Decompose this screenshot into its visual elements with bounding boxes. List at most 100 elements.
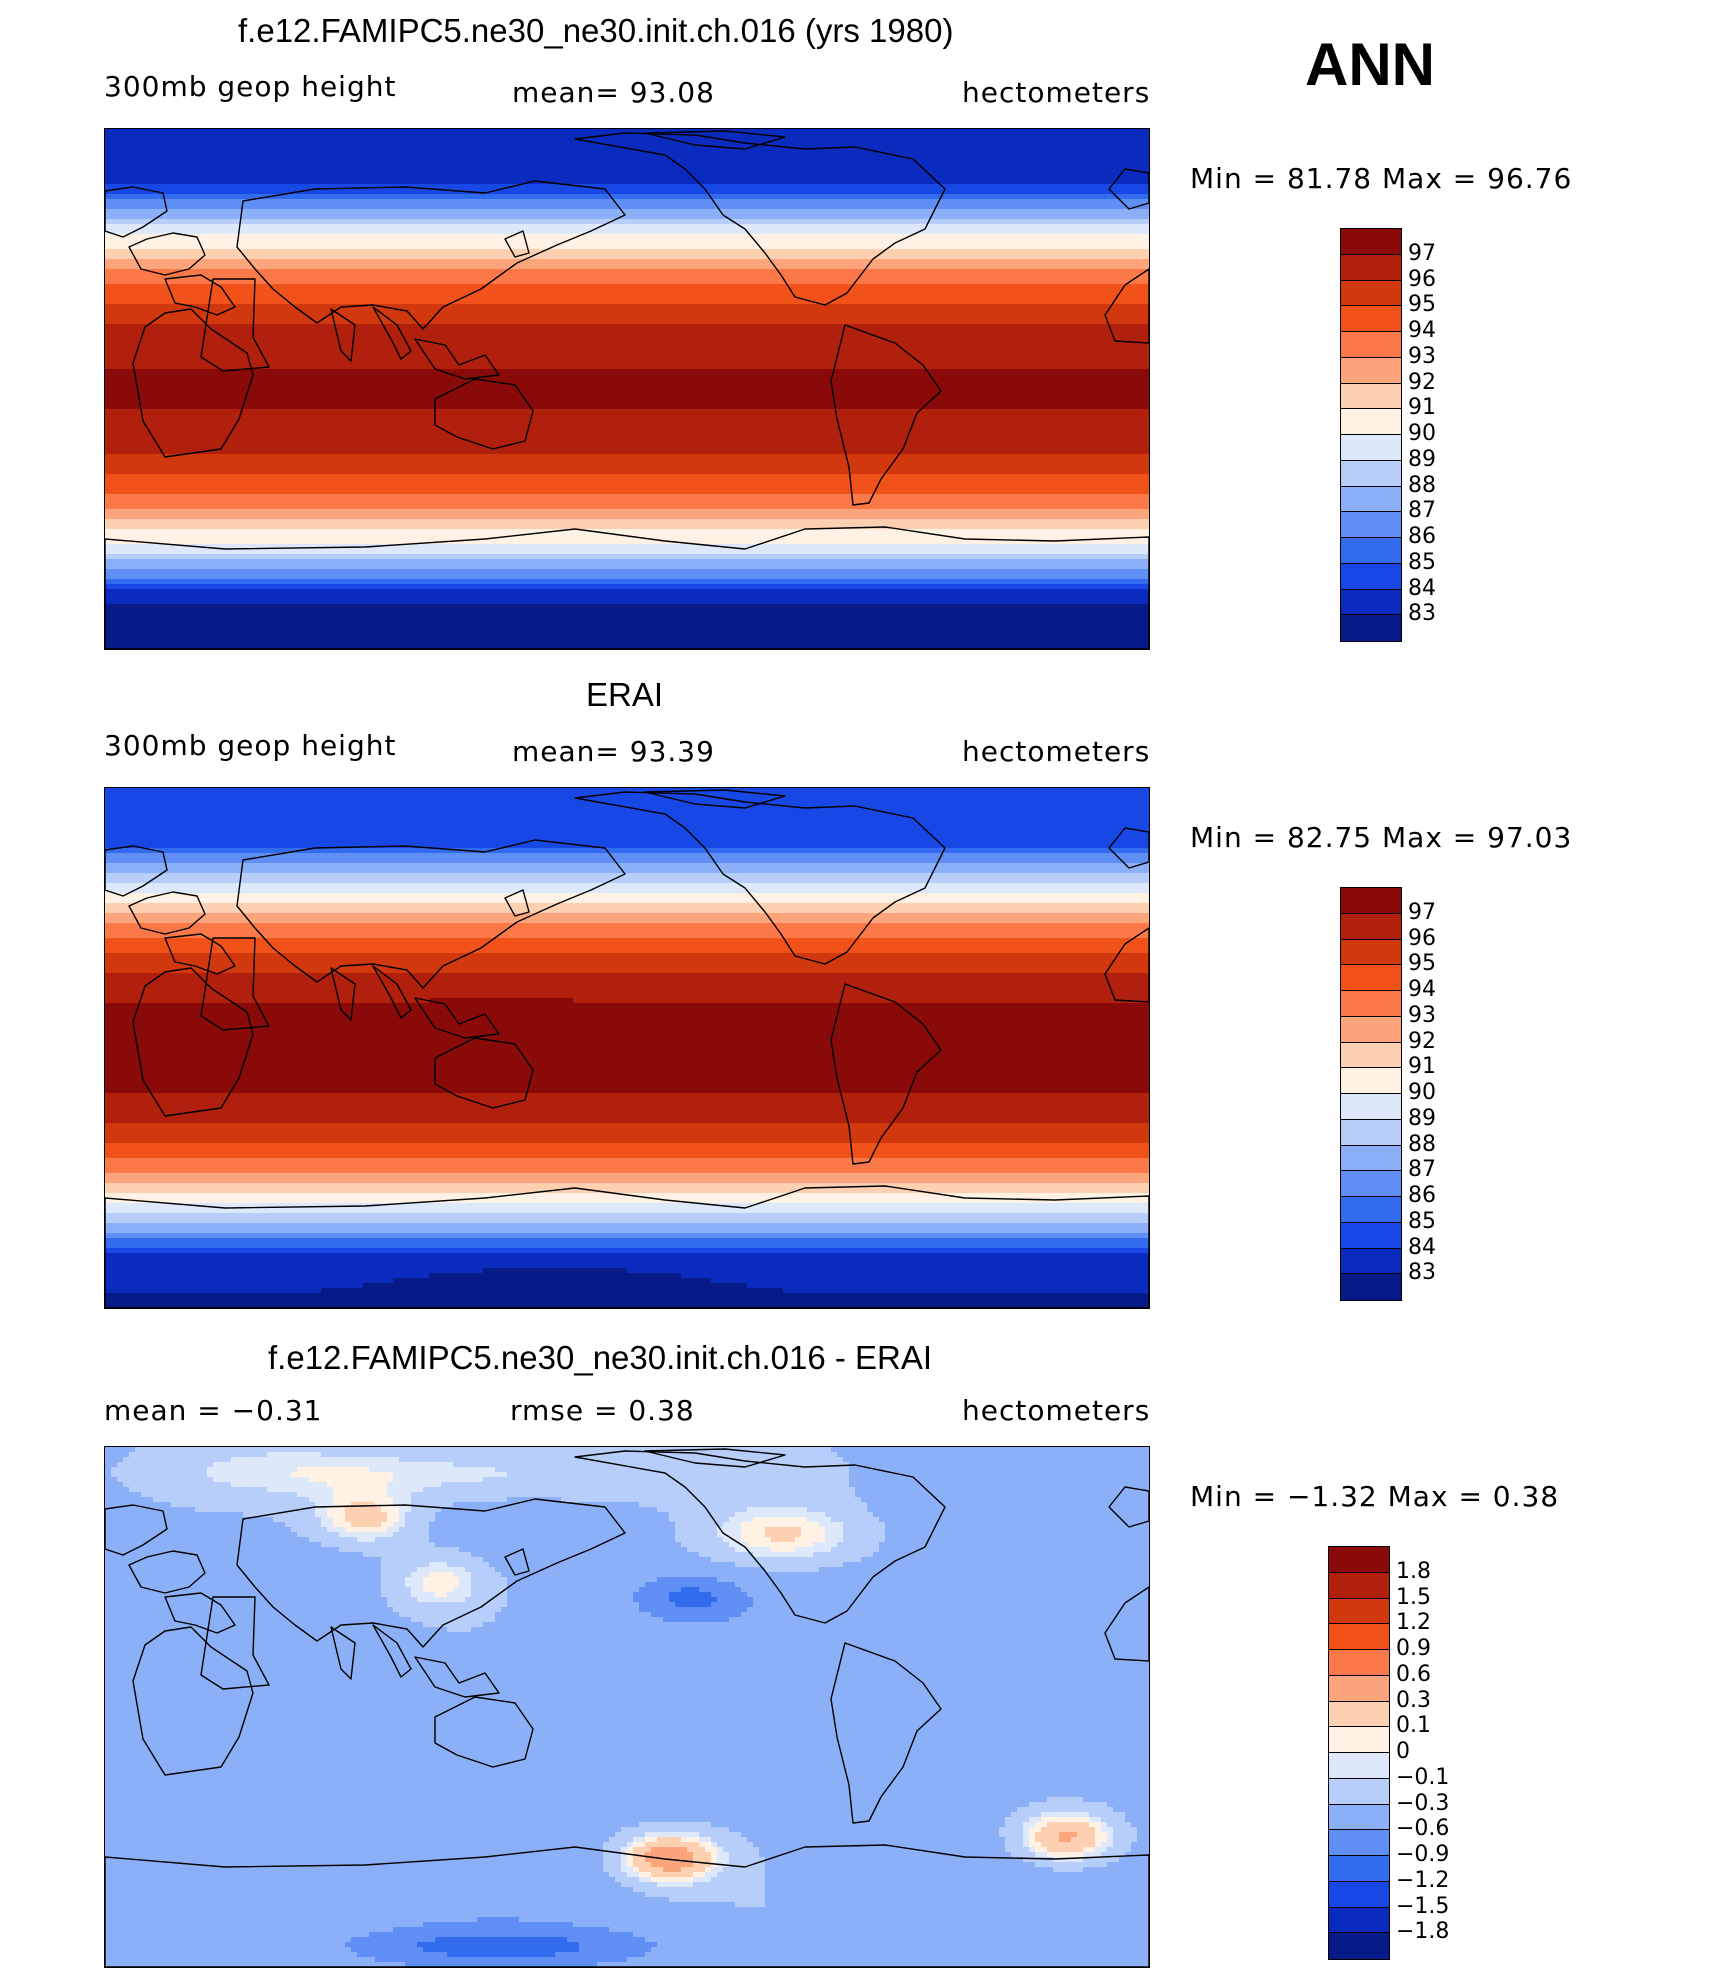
- contour-fill: [105, 209, 1149, 215]
- colorbar-tick-label: 0.9: [1396, 1636, 1431, 1661]
- contour-fill: [459, 1547, 688, 1553]
- contour-fill: [105, 484, 1149, 490]
- contour-fill: [105, 1273, 430, 1279]
- contour-fill: [105, 1258, 1149, 1264]
- contour-fill: [633, 1842, 646, 1848]
- contour-fill: [1035, 1862, 1108, 1868]
- colorbar-tick-label: 94: [1408, 318, 1436, 343]
- contour-fill: [675, 1537, 724, 1543]
- contour-fill: [1011, 1852, 1036, 1858]
- contour-fill: [393, 1927, 610, 1933]
- contour-fill: [795, 1547, 832, 1553]
- colorbar-swatch: [1341, 965, 1401, 991]
- coastline: [128, 891, 206, 935]
- contour-fill: [105, 1577, 382, 1583]
- contour-fill: [105, 1098, 1149, 1104]
- contour-fill: [105, 1887, 634, 1893]
- contour-fill: [651, 1862, 694, 1868]
- contour-fill: [345, 1527, 388, 1533]
- colorbar-tick-label: −0.1: [1396, 1764, 1450, 1790]
- contour-fill: [1131, 1847, 1149, 1853]
- contour-fill: [105, 364, 1149, 370]
- contour-fill: [711, 1867, 724, 1873]
- contour-fill: [735, 1562, 844, 1568]
- coastline: [504, 889, 530, 917]
- contour-fill: [105, 1762, 1149, 1768]
- contour-fill: [711, 1822, 1006, 1828]
- colorbar-swatch: [1341, 1248, 1401, 1275]
- contour-fill: [441, 1482, 850, 1488]
- contour-fill: [327, 1512, 346, 1518]
- contour-fill: [447, 1592, 472, 1598]
- contour-fill: [765, 1857, 1024, 1863]
- contour-fill: [711, 1278, 1149, 1284]
- contour-fill: [843, 1532, 886, 1538]
- contour-fill: [1131, 1822, 1149, 1828]
- colorbar-tick-label: 85: [1408, 549, 1436, 575]
- contour-fill: [711, 1602, 754, 1608]
- contour-fill: [105, 604, 1149, 610]
- contour-fill: [105, 1572, 382, 1578]
- contour-fill: [429, 1562, 448, 1568]
- contour-fill: [105, 1592, 382, 1598]
- contour-fill: [879, 1517, 1149, 1523]
- contour-fill: [807, 1507, 868, 1513]
- contour-fill: [579, 1942, 658, 1948]
- contour-fill: [105, 129, 1149, 135]
- contour-fill: [105, 1198, 1149, 1204]
- contour-fill: [351, 1522, 382, 1528]
- contour-fill: [813, 1542, 838, 1548]
- contour-fill: [291, 1472, 394, 1478]
- contour-fill: [105, 878, 1149, 884]
- contour-fill: [105, 434, 1149, 440]
- colorbar-swatch: [1329, 1753, 1389, 1779]
- season-label: ANN: [1305, 31, 1435, 98]
- colorbar-tick-label: 0.6: [1396, 1661, 1431, 1687]
- contour-fill: [105, 1707, 1149, 1713]
- panel-1-units-label: hectometers: [962, 76, 1151, 109]
- contour-fill: [105, 1023, 1149, 1029]
- contour-fill: [465, 1567, 496, 1573]
- contour-fill: [105, 524, 1149, 530]
- contour-fill: [105, 1083, 1149, 1089]
- contour-fill: [105, 1792, 1149, 1798]
- contour-fill: [861, 1497, 1149, 1503]
- contour-fill: [771, 1537, 796, 1543]
- colorbar-swatch: [1341, 1119, 1401, 1146]
- contour-fill: [819, 1522, 844, 1528]
- contour-fill: [633, 1847, 652, 1853]
- contour-fill: [105, 559, 1149, 565]
- contour-fill: [363, 1552, 472, 1558]
- contour-fill: [411, 1502, 454, 1508]
- colorbar-tick-label: 91: [1408, 395, 1436, 421]
- contour-fill: [105, 1298, 1149, 1304]
- contour-fill: [735, 1902, 766, 1908]
- contour-fill: [105, 1118, 1149, 1124]
- contour-fill: [105, 599, 1149, 605]
- colorbar-swatch: [1329, 1778, 1389, 1805]
- contour-fill: [105, 908, 1149, 914]
- contour-fill: [105, 1457, 124, 1463]
- contour-fill: [105, 1632, 1149, 1638]
- colorbar-swatch: [1341, 913, 1401, 940]
- contour-fill: [1137, 1827, 1149, 1833]
- contour-fill: [639, 1877, 652, 1883]
- contour-fill: [477, 1917, 520, 1923]
- contour-fill: [765, 1902, 1149, 1908]
- contour-fill: [411, 1507, 442, 1513]
- contour-fill: [687, 1547, 736, 1553]
- contour-fill: [153, 1497, 310, 1503]
- contour-fill: [471, 1577, 508, 1583]
- contour-fill: [105, 1482, 124, 1488]
- contour-fill: [579, 1947, 652, 1953]
- contour-fill: [1047, 1822, 1090, 1828]
- contour-fill: [1107, 1847, 1132, 1853]
- contour-fill: [105, 1103, 1149, 1109]
- contour-fill: [105, 1168, 1149, 1174]
- contour-fill: [105, 1647, 1149, 1653]
- contour-fill: [1029, 1837, 1036, 1843]
- contour-fill: [105, 204, 1149, 210]
- contour-fill: [609, 1872, 628, 1878]
- contour-fill: [381, 1577, 406, 1583]
- contour-fill: [1077, 1832, 1096, 1838]
